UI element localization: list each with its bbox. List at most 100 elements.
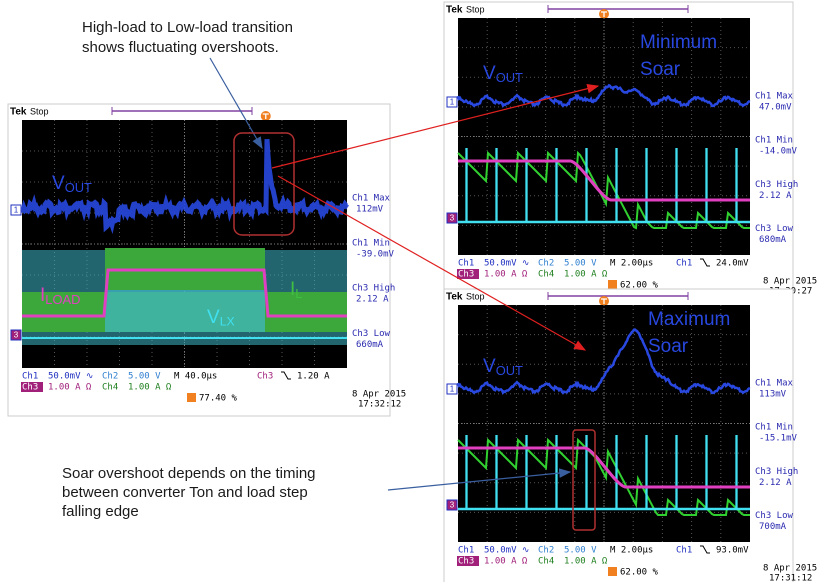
channel-scale: 1.00 A Ω: [564, 557, 608, 567]
channel-name: Ch1: [22, 372, 38, 382]
readout-value: 2.12 A: [356, 295, 389, 305]
vlx-spike: [525, 435, 528, 510]
readout-name: Ch3 High: [755, 467, 798, 477]
label-sub: L: [295, 286, 302, 301]
label-main: V: [483, 63, 496, 84]
date: 8 Apr 2015: [763, 277, 817, 287]
vlx-spike: [615, 148, 618, 223]
signal-label: VOUT: [52, 173, 92, 195]
signal-label: VLX: [207, 307, 235, 329]
channel-marker: 3: [450, 501, 455, 510]
vlx-spike: [495, 435, 498, 510]
channel-marker-box: [446, 96, 458, 108]
label-main: I: [40, 285, 45, 306]
iload-trace: [22, 268, 347, 318]
channel-scale: 50.0mV ∿: [484, 546, 529, 556]
caption: Soar: [648, 336, 689, 357]
label-sub: OUT: [65, 180, 92, 195]
vlx-spike: [615, 435, 618, 510]
signal-label: VOUT: [483, 63, 523, 85]
trigger-icon-t: [262, 113, 269, 119]
trigger-edge: [700, 258, 710, 267]
label-sub: LOAD: [45, 292, 80, 307]
trigger-position: 77.40 %: [199, 394, 238, 404]
readout-name: Ch1 Min: [755, 423, 793, 433]
date: 8 Apr 2015: [352, 390, 406, 400]
caption: Maximum: [648, 309, 730, 330]
channel-tag: [537, 258, 559, 268]
channel-tag: [101, 382, 123, 392]
readout-value: 2.12 A: [759, 478, 792, 488]
channel-scale: 1.00 A Ω: [484, 270, 528, 280]
vlx-spike: [705, 435, 708, 510]
trigger-level: 1.20 A: [297, 372, 330, 382]
label-sub: LX: [220, 315, 235, 329]
scope-brand: Tek: [446, 5, 463, 16]
scope-brand: Tek: [10, 107, 27, 118]
channel-tag: [101, 371, 123, 381]
channel-marker-box: [446, 383, 458, 395]
channel-scale: 50.0mV ∿: [48, 372, 93, 382]
vlx-spike: [555, 435, 558, 510]
link-arrow: [277, 175, 587, 351]
channel-marker: 3: [14, 331, 19, 340]
trigger-source: Ch1: [676, 546, 692, 556]
readout-value: 700mA: [759, 522, 787, 532]
time: 17:32:12: [358, 400, 401, 410]
readout-value: 113mV: [759, 390, 787, 400]
signal-label: IL: [290, 279, 302, 301]
vlx-spike: [675, 148, 678, 223]
annotation: Soar overshoot depends on the timing: [62, 465, 316, 482]
readout-name: Ch3 High: [755, 180, 798, 190]
iload-trace: [458, 446, 750, 489]
il-trace: [457, 437, 750, 516]
vlx-spike: [645, 148, 648, 223]
vlx-spike: [585, 148, 588, 223]
vlx-spike: [735, 148, 738, 223]
scope-state: Stop: [30, 106, 49, 116]
vlx-spike: [465, 148, 468, 223]
channel-scale: 50.0mV ∿: [484, 259, 529, 269]
channel-name: Ch4: [538, 270, 554, 280]
channel-name: Ch3: [458, 270, 474, 280]
timebase: M 40.0µs: [174, 372, 217, 382]
vlx-spike: [705, 148, 708, 223]
readout-name: Ch1 Max: [755, 92, 794, 102]
readout-name: Ch3 Low: [352, 329, 391, 339]
callout-arrow: [387, 468, 572, 491]
vout-trace: [456, 328, 751, 395]
annotation: High-load to Low-load transition: [82, 19, 293, 36]
label-sub: OUT: [496, 70, 523, 85]
channel-scale: 5.00 V: [564, 259, 597, 269]
readout-value: -14.0mV: [759, 147, 798, 157]
readout-value: 680mA: [759, 235, 787, 245]
readout-value: 47.0mV: [759, 103, 792, 113]
channel-tag: [537, 269, 559, 279]
trigger-source: Ch1: [676, 259, 692, 269]
readout-name: Ch1 Min: [755, 136, 793, 146]
trigger-position: 62.00 %: [620, 281, 659, 291]
trigger-icon-t: [601, 11, 607, 17]
readout-name: Ch1 Max: [755, 379, 794, 389]
scope-state: Stop: [466, 291, 485, 301]
channel-tag: [21, 371, 43, 381]
readout-name: Ch1 Min: [352, 239, 390, 249]
channel-marker: 3: [450, 214, 455, 223]
channel-name: Ch1: [458, 259, 474, 269]
il-band-gap: [105, 290, 265, 332]
trigger-edge: [281, 371, 291, 380]
vlx-spike: [735, 435, 738, 510]
channel-name: Ch2: [538, 546, 554, 556]
signal-label: VOUT: [483, 356, 523, 378]
label-main: V: [207, 307, 220, 328]
il-trace: [457, 150, 750, 230]
readout-name: Ch3 Low: [755, 511, 794, 521]
readout-value: -15.1mV: [759, 434, 798, 444]
channel-marker-box: [10, 204, 22, 216]
channel-scale: 5.00 V: [564, 546, 597, 556]
annotation: shows fluctuating overshoots.: [82, 39, 279, 56]
vlx-spike: [585, 435, 588, 510]
